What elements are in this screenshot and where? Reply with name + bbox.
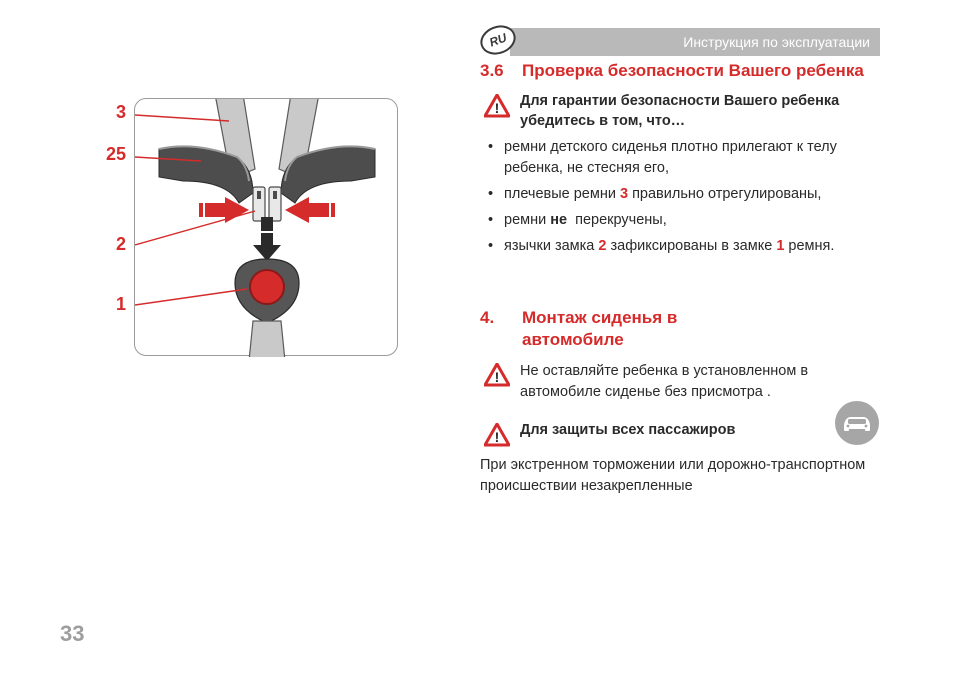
section-4-title: Монтаж сиденья в автомобиле bbox=[522, 307, 760, 351]
right-column: 3.6 Проверка безопасности Вашего ребенка… bbox=[480, 60, 880, 497]
car-badge-icon bbox=[834, 400, 880, 446]
bullet-2: плечевые ремни 3 правильно отрегулирован… bbox=[486, 184, 880, 204]
warning-triangle-icon: ! bbox=[484, 423, 510, 447]
warning-3-6-text: Для гарантии безопасности Вашего ребенка… bbox=[520, 92, 880, 131]
warning-triangle-icon: ! bbox=[484, 363, 510, 387]
section-4-num: 4. bbox=[480, 307, 510, 351]
arrow-down-icon bbox=[253, 233, 281, 261]
lang-badge: RU bbox=[480, 22, 516, 58]
svg-text:!: ! bbox=[495, 429, 500, 445]
section-4-heading: 4. Монтаж сиденья в автомобиле bbox=[480, 307, 760, 351]
warning-4-1-text: Не оставляйте ребенка в установленном в … bbox=[520, 361, 880, 403]
bullet-3: ремни не перекручены, bbox=[486, 210, 880, 230]
page-number: 33 bbox=[60, 621, 84, 647]
svg-text:!: ! bbox=[495, 100, 500, 116]
warning-4-1: ! Не оставляйте ребенка в установленном … bbox=[484, 361, 880, 403]
svg-text:!: ! bbox=[495, 369, 500, 385]
callout-1: 1 bbox=[96, 294, 126, 315]
callout-3: 3 bbox=[96, 102, 126, 123]
warning-4-2-text: Для защиты всех пассажиров bbox=[520, 421, 880, 441]
buckle-button-icon bbox=[250, 270, 284, 304]
section-3-6-num: 3.6 bbox=[480, 60, 510, 82]
warning-triangle-icon: ! bbox=[484, 94, 510, 118]
buckle-diagram bbox=[134, 98, 398, 356]
callout-25: 25 bbox=[96, 144, 126, 165]
section-3-6-heading: 3.6 Проверка безопасности Вашего ребенка bbox=[480, 60, 880, 82]
callout-2: 2 bbox=[96, 234, 126, 255]
diagram-svg bbox=[135, 99, 399, 357]
bullet-4: язычки замка 2 зафиксированы в замке 1 р… bbox=[486, 236, 880, 256]
warning-3-6: ! Для гарантии безопасности Вашего ребен… bbox=[484, 92, 880, 131]
header-bar: Инструкция по эксплуатации bbox=[510, 28, 880, 56]
safety-bullets: ремни детского сиденья плотно прилегают … bbox=[486, 137, 880, 256]
section-4-para: При экстренном торможении или дорожно-тр… bbox=[480, 455, 880, 497]
section-3-6-title: Проверка безопасности Вашего ребенка bbox=[522, 60, 880, 82]
warning-4-2: ! Для защиты всех пассажиров bbox=[484, 421, 880, 447]
bullet-1: ремни детского сиденья плотно прилегают … bbox=[486, 137, 880, 178]
header-label: Инструкция по эксплуатации bbox=[683, 34, 870, 50]
